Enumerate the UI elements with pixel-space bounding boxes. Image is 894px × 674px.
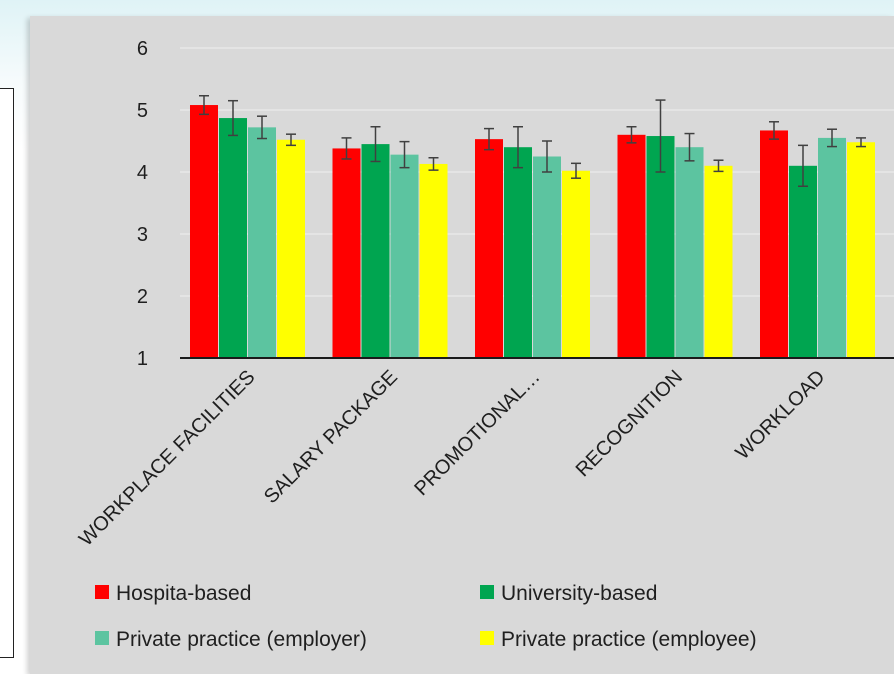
bar: [190, 105, 218, 358]
bar: [277, 139, 305, 358]
legend-label: Private practice (employee): [501, 628, 757, 651]
legend: Hospita-based University-based Private pra…: [95, 582, 757, 651]
legend-label: Hospita-based: [116, 582, 251, 605]
category-label: WORKLOAD: [731, 366, 829, 464]
bar: [646, 136, 675, 358]
legend-label: Private practice (employer): [116, 628, 367, 651]
slide-text-frame: [0, 88, 14, 658]
bar: [419, 163, 448, 358]
y-tick-label: 5: [137, 100, 148, 122]
bar: [219, 118, 247, 358]
bar: [675, 147, 704, 358]
y-tick-label: 2: [137, 286, 148, 308]
y-tick-label: 4: [137, 162, 148, 184]
y-tick-label: 1: [137, 348, 148, 370]
y-tick-labels: 1 2 3 4 5 6: [137, 38, 148, 370]
bar-chart: 1 2 3 4 5 6 WORKPLACE FACILITIES SALARY PACKAG…: [75, 38, 894, 651]
category-label: WORKPLACE FACILITIES: [75, 366, 260, 551]
bar: [704, 165, 733, 358]
bar: [390, 154, 419, 358]
legend-swatch: [480, 631, 494, 645]
error-bars: [199, 94, 866, 188]
bar: [562, 170, 590, 358]
bar: [533, 156, 561, 358]
legend-label: University-based: [501, 582, 657, 605]
chart-panel: 1 2 3 4 5 6 WORKPLACE FACILITIES SALARY PACKAG…: [30, 16, 894, 674]
bar: [789, 165, 817, 358]
bars: [190, 105, 875, 358]
bar: [818, 137, 846, 358]
bar: [617, 134, 646, 358]
legend-swatch: [480, 585, 494, 599]
bar: [332, 148, 361, 358]
category-labels: WORKPLACE FACILITIES SALARY PACKAGE PROMOT…: [75, 366, 830, 551]
bar: [847, 142, 875, 358]
category-label: SALARY PACKAGE: [260, 366, 402, 508]
legend-swatch: [95, 585, 109, 599]
legend-swatch: [95, 631, 109, 645]
bar: [475, 139, 503, 358]
bar: [248, 127, 276, 358]
category-label: RECOGNITION: [572, 366, 687, 481]
bar: [504, 147, 532, 358]
bar: [361, 144, 390, 358]
y-tick-label: 3: [137, 224, 148, 246]
bar: [760, 130, 788, 358]
y-tick-label: 6: [137, 38, 148, 60]
category-label: PROMOTIONAL…: [410, 366, 544, 500]
